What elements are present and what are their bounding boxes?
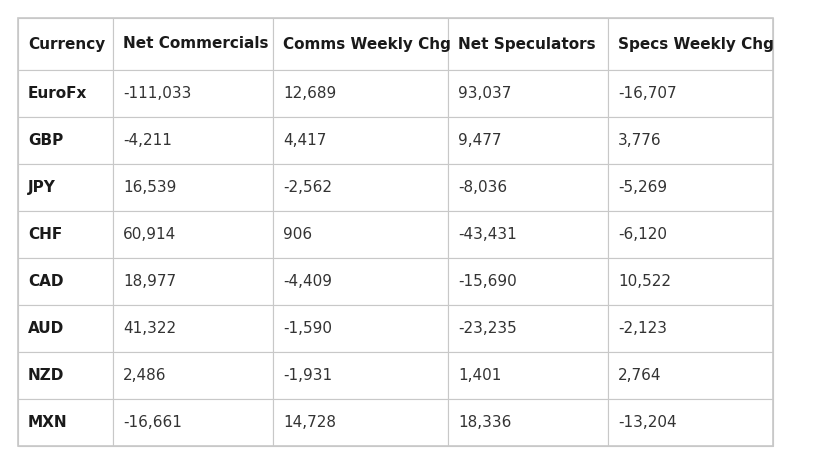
Text: 2,486: 2,486	[123, 368, 167, 383]
Bar	[273, 305, 448, 352]
Bar	[18, 18, 113, 70]
Text: -6,120: -6,120	[618, 227, 667, 242]
Text: -4,409: -4,409	[283, 274, 332, 289]
Bar	[608, 399, 773, 446]
Bar	[608, 305, 773, 352]
Bar	[448, 18, 608, 70]
Bar	[608, 18, 773, 70]
Bar	[113, 352, 273, 399]
Text: 93,037: 93,037	[458, 86, 511, 101]
Text: -8,036: -8,036	[458, 180, 507, 195]
Text: GBP: GBP	[28, 133, 63, 148]
Bar	[18, 399, 113, 446]
Bar	[18, 164, 113, 211]
Bar	[273, 18, 448, 70]
Bar	[113, 258, 273, 305]
Text: -2,123: -2,123	[618, 321, 667, 336]
Bar	[18, 258, 113, 305]
Text: 4,417: 4,417	[283, 133, 326, 148]
Bar	[608, 117, 773, 164]
Text: -1,590: -1,590	[283, 321, 332, 336]
Text: CAD: CAD	[28, 274, 64, 289]
Text: 1,401: 1,401	[458, 368, 502, 383]
Bar	[448, 70, 608, 117]
Bar	[113, 211, 273, 258]
Text: 18,977: 18,977	[123, 274, 176, 289]
Bar	[448, 258, 608, 305]
Text: -1,931: -1,931	[283, 368, 333, 383]
Bar	[448, 164, 608, 211]
Text: Specs Weekly Chg: Specs Weekly Chg	[618, 37, 774, 51]
Bar	[273, 258, 448, 305]
Text: Net Commercials: Net Commercials	[123, 37, 269, 51]
Bar	[448, 399, 608, 446]
Text: 60,914: 60,914	[123, 227, 176, 242]
Bar	[18, 211, 113, 258]
Bar	[18, 117, 113, 164]
Text: 12,689: 12,689	[283, 86, 337, 101]
Bar	[273, 399, 448, 446]
Text: MXN: MXN	[28, 415, 68, 430]
Bar	[18, 352, 113, 399]
Bar	[273, 164, 448, 211]
Text: 14,728: 14,728	[283, 415, 336, 430]
Bar	[608, 164, 773, 211]
Text: Net Speculators: Net Speculators	[458, 37, 596, 51]
Text: 2,764: 2,764	[618, 368, 662, 383]
Bar	[273, 70, 448, 117]
Bar	[608, 70, 773, 117]
Bar	[608, 258, 773, 305]
Bar	[448, 117, 608, 164]
Text: -16,661: -16,661	[123, 415, 182, 430]
Bar	[113, 70, 273, 117]
Bar	[113, 164, 273, 211]
Bar	[608, 211, 773, 258]
Text: JPY: JPY	[28, 180, 56, 195]
Bar	[113, 117, 273, 164]
Bar	[608, 352, 773, 399]
Bar	[113, 18, 273, 70]
Bar	[113, 305, 273, 352]
Bar	[273, 211, 448, 258]
Text: 41,322: 41,322	[123, 321, 176, 336]
Text: -111,033: -111,033	[123, 86, 191, 101]
Bar	[113, 399, 273, 446]
Text: EuroFx: EuroFx	[28, 86, 87, 101]
Text: -16,707: -16,707	[618, 86, 676, 101]
Bar	[273, 117, 448, 164]
Text: Currency: Currency	[28, 37, 105, 51]
Bar	[448, 305, 608, 352]
Bar	[448, 211, 608, 258]
Text: 9,477: 9,477	[458, 133, 502, 148]
Bar	[18, 305, 113, 352]
Text: CHF: CHF	[28, 227, 62, 242]
Text: -5,269: -5,269	[618, 180, 667, 195]
Text: 10,522: 10,522	[618, 274, 671, 289]
Text: -13,204: -13,204	[618, 415, 676, 430]
Text: 906: 906	[283, 227, 312, 242]
Bar	[273, 352, 448, 399]
Text: AUD: AUD	[28, 321, 65, 336]
Text: 3,776: 3,776	[618, 133, 662, 148]
Text: 16,539: 16,539	[123, 180, 176, 195]
Text: -2,562: -2,562	[283, 180, 332, 195]
Bar	[448, 352, 608, 399]
Text: -15,690: -15,690	[458, 274, 516, 289]
Bar	[18, 70, 113, 117]
Text: -43,431: -43,431	[458, 227, 516, 242]
Text: -23,235: -23,235	[458, 321, 516, 336]
Text: Comms Weekly Chg: Comms Weekly Chg	[283, 37, 451, 51]
Text: -4,211: -4,211	[123, 133, 172, 148]
Text: 18,336: 18,336	[458, 415, 511, 430]
Text: NZD: NZD	[28, 368, 65, 383]
